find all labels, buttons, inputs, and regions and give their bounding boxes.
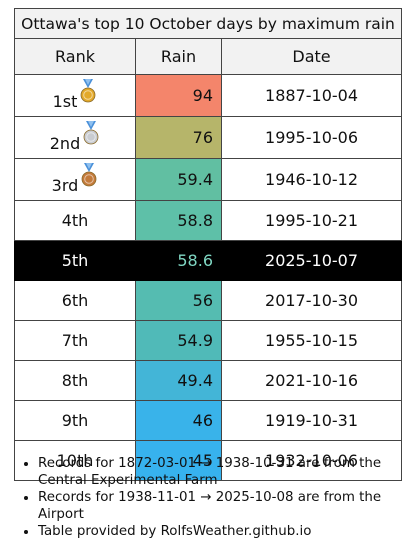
rain-cell: 76 (135, 116, 222, 159)
date-cell: 1955-10-15 (220, 320, 403, 361)
rank-cell: 6th (14, 280, 136, 321)
rain-cell: 46 (135, 400, 222, 441)
table-row: 10th 45 1932-10-06 (14, 440, 403, 481)
silver-medal-icon (82, 120, 100, 147)
table-row: 2nd 76 1995-10-06 (14, 116, 403, 159)
rain-cell: 54.9 (135, 320, 222, 361)
rank-label: 1st (52, 92, 78, 111)
rank-cell: 4th (14, 200, 136, 241)
date-cell: 1995-10-06 (220, 116, 403, 159)
table-row: 3rd 59.4 1946-10-12 (14, 158, 403, 201)
table-row: 4th 58.8 1995-10-21 (14, 200, 403, 241)
date-cell: 1995-10-21 (220, 200, 403, 241)
date-cell: 1919-10-31 (220, 400, 403, 441)
date-cell: 1887-10-04 (220, 74, 403, 117)
rank-label: 2nd (49, 134, 81, 153)
date-cell: 1932-10-06 (220, 440, 403, 481)
rank-cell: 2nd (14, 116, 136, 159)
date-cell: 2025-10-07 (220, 240, 403, 281)
table-row: 8th 49.4 2021-10-16 (14, 360, 403, 401)
note-item: Records for 1938-11-01 → 2025-10-08 are … (38, 489, 415, 523)
rank-cell: 3rd (14, 158, 136, 201)
rain-cell: 94 (135, 74, 222, 117)
header-date: Date (220, 38, 403, 75)
rain-cell: 58.6 (135, 240, 222, 281)
rank-cell: 9th (14, 400, 136, 441)
header-rank: Rank (14, 38, 136, 75)
gold-medal-icon (79, 78, 97, 105)
date-cell: 1946-10-12 (220, 158, 403, 201)
rain-cell: 58.8 (135, 200, 222, 241)
rank-cell: 7th (14, 320, 136, 361)
notes-list: Records for 1872-03-01 → 1938-10-31 are … (16, 455, 415, 540)
rank-cell: 10th (14, 440, 136, 481)
rain-cell: 56 (135, 280, 222, 321)
rain-cell: 59.4 (135, 158, 222, 201)
table-row: 1st 94 1887-10-04 (14, 74, 403, 117)
table-row: 6th 56 2017-10-30 (14, 280, 403, 321)
date-cell: 2021-10-16 (220, 360, 403, 401)
table-row: 5th 58.6 2025-10-07 (14, 240, 403, 281)
bronze-medal-icon (80, 162, 98, 189)
table-title: Ottawa's top 10 October days by maximum … (13, 8, 403, 39)
note-item: Table provided by RolfsWeather.github.io (38, 523, 415, 540)
rank-cell: 5th (14, 240, 136, 281)
header-rain: Rain (135, 38, 222, 75)
note-item: Records for 1872-03-01 → 1938-10-31 are … (38, 455, 415, 489)
rank-cell: 8th (14, 360, 136, 401)
rank-label: 3rd (51, 176, 79, 195)
rank-cell: 1st (14, 74, 136, 117)
rain-cell: 49.4 (135, 360, 222, 401)
table-row: 7th 54.9 1955-10-15 (14, 320, 403, 361)
table-row: 9th 46 1919-10-31 (14, 400, 403, 441)
ranking-table: Ottawa's top 10 October days by maximum … (13, 8, 403, 481)
date-cell: 2017-10-30 (220, 280, 403, 321)
